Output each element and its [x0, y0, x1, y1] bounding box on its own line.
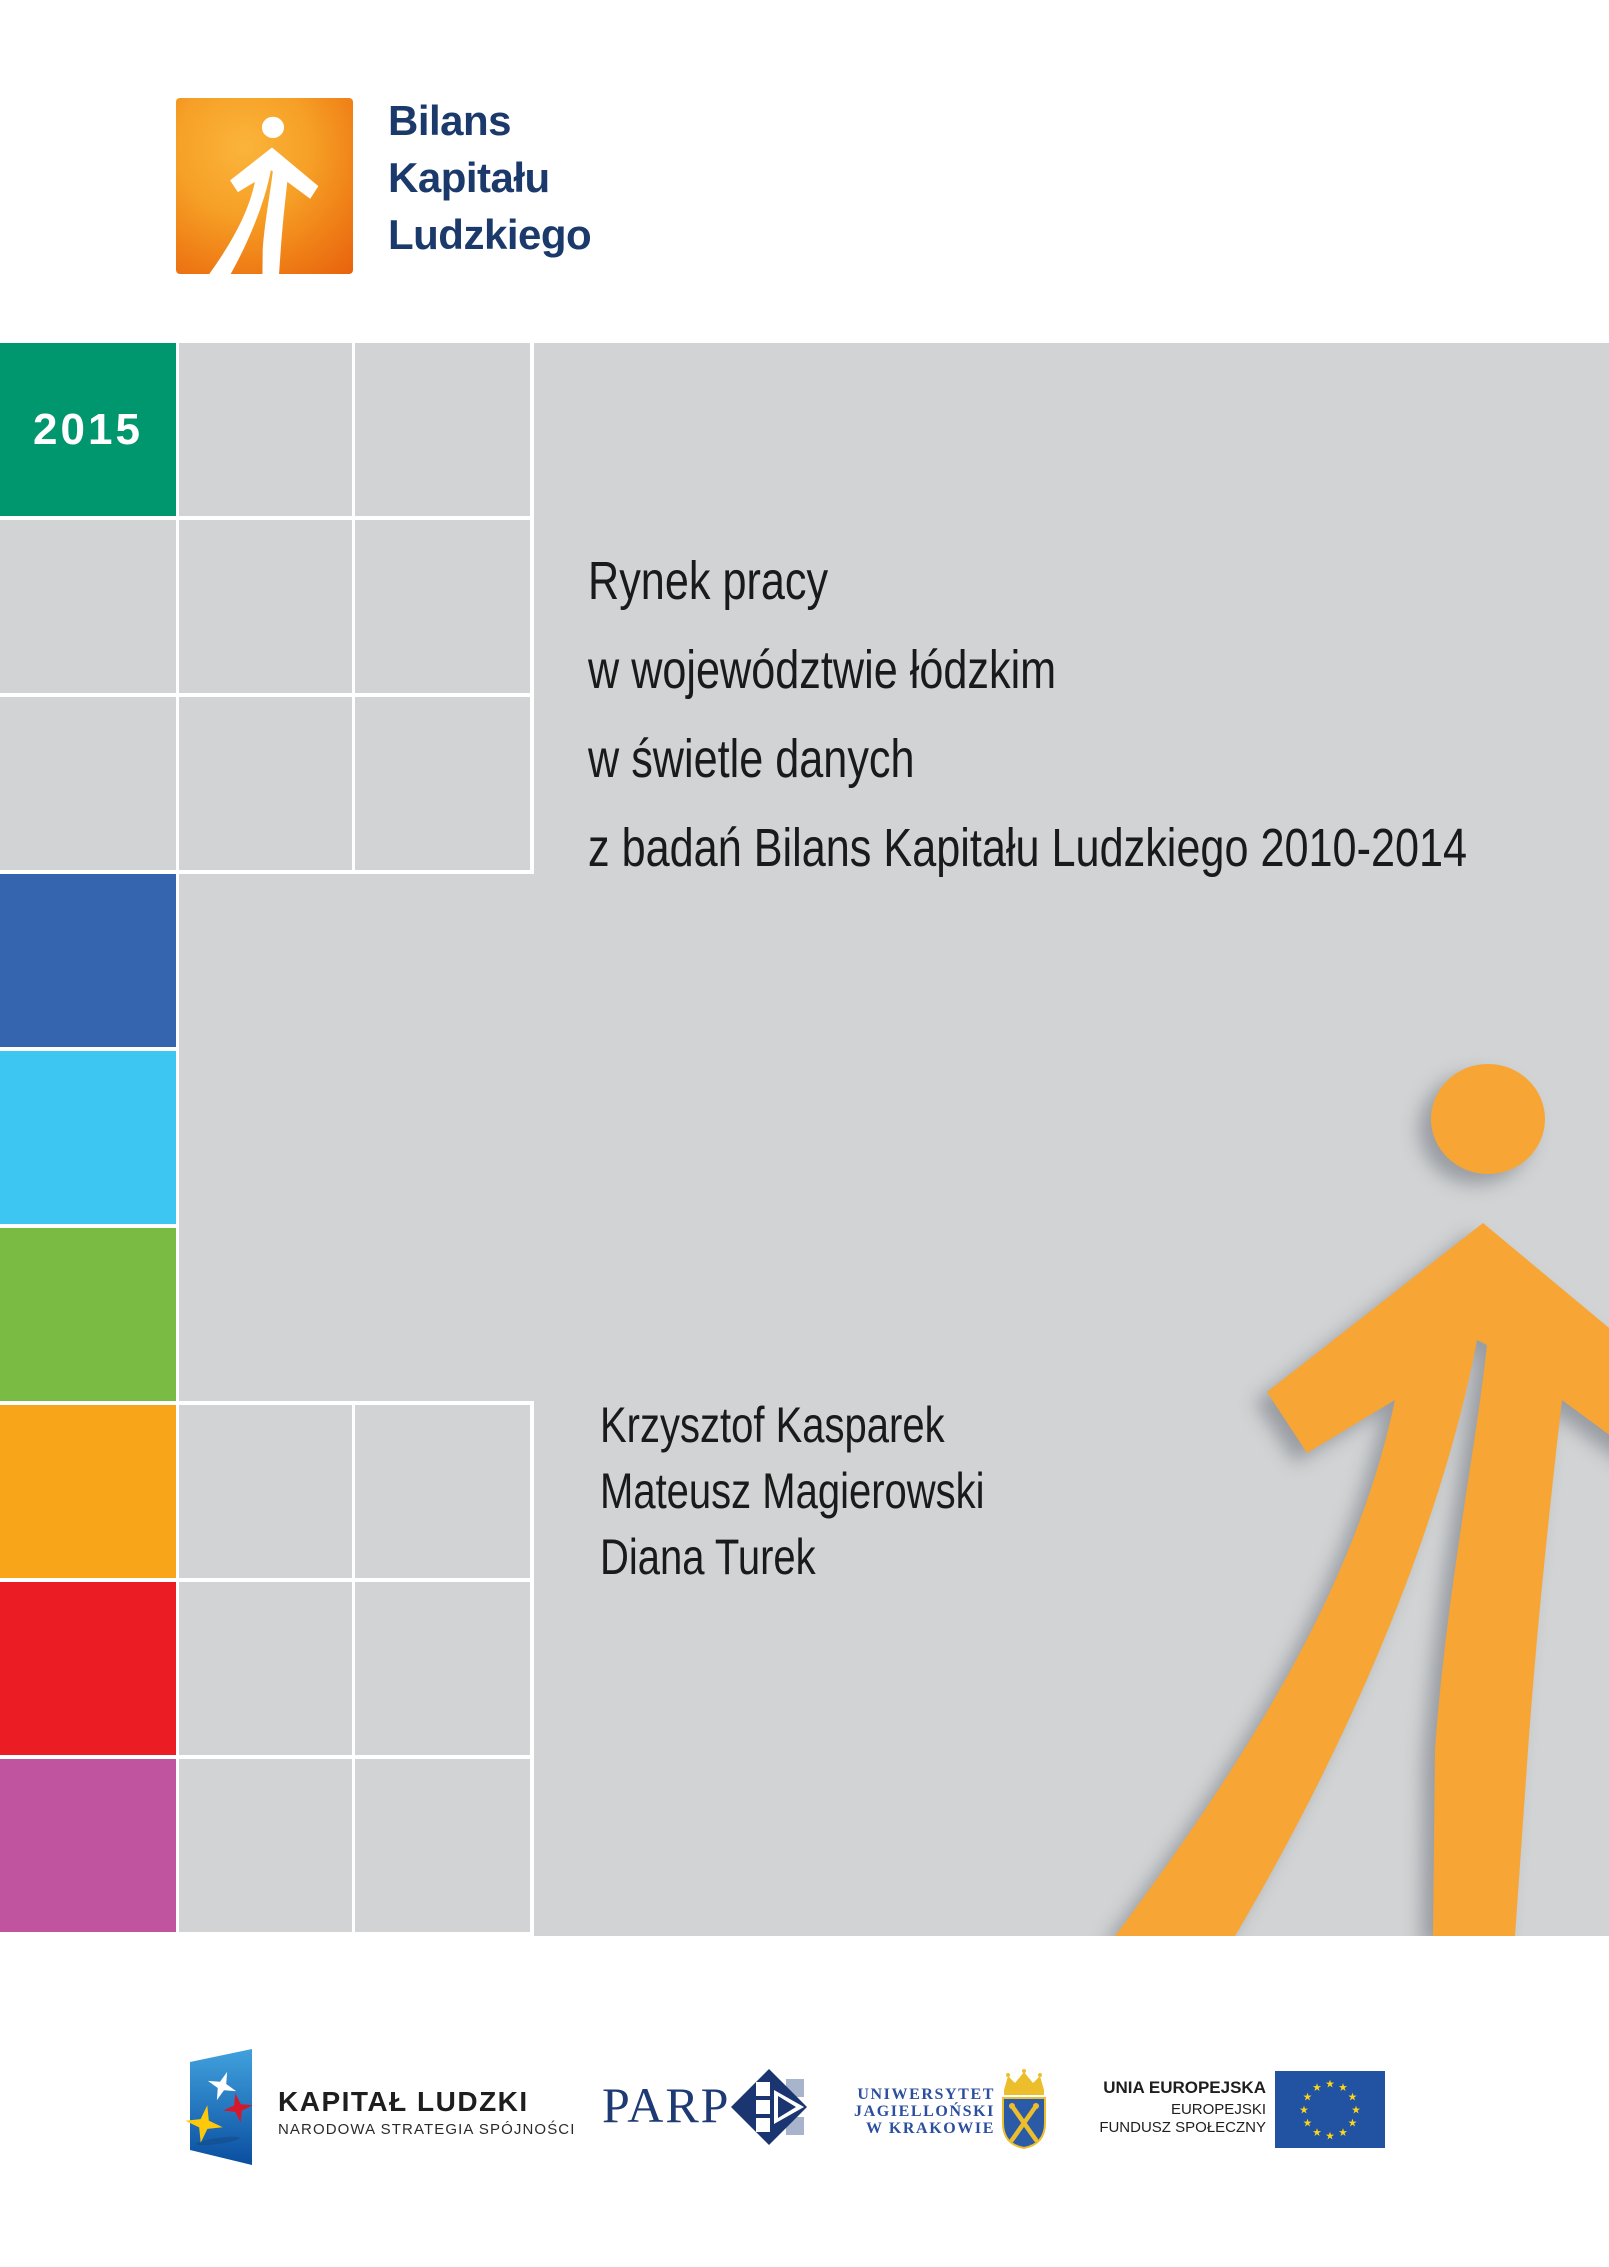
grid-cell	[179, 1405, 352, 1578]
brand-name: Bilans Kapitału Ludzkiego	[388, 92, 592, 263]
grid-cell	[355, 343, 530, 516]
grid-cell	[355, 1759, 530, 1932]
kapital-ludzki-flag-icon	[181, 2049, 256, 2165]
grid-cell	[179, 697, 352, 870]
uj-crest-icon	[1002, 2069, 1046, 2150]
eu-line: UNIA EUROPEJSKA	[1103, 2078, 1266, 2097]
bkl-logo	[176, 98, 353, 286]
title-line: w świetle danych	[588, 729, 915, 789]
grid-cell	[0, 697, 176, 870]
grid-cell-lightblue	[0, 1051, 176, 1224]
grid-cell	[355, 520, 530, 693]
kapital-ludzki-subtitle: NARODOWA STRATEGIA SPÓJNOŚCI	[278, 2121, 576, 2138]
title-line: z badań Bilans Kapitału Ludzkiego 2010-2…	[588, 818, 1468, 878]
brand-line: Bilans	[388, 97, 512, 144]
eu-line: FUNDUSZ SPOŁECZNY	[1099, 2119, 1266, 2136]
title-line: Rynek pracy	[588, 551, 829, 611]
parp-logo-text: PARP	[602, 2077, 731, 2133]
eu-line: EUROPEJSKI	[1170, 2101, 1266, 2118]
cover-authors: Krzysztof Kasparek Mateusz Magierowski D…	[600, 1392, 985, 1590]
brand-line: Kapitału	[388, 154, 550, 201]
author-name: Mateusz Magierowski	[600, 1463, 985, 1519]
uj-line: JAGIELLOŃSKI	[853, 2103, 995, 2120]
grid-cell	[179, 1582, 352, 1755]
grid-cell	[355, 697, 530, 870]
grid-cell	[179, 520, 352, 693]
title-line: w województwie łódzkim	[588, 640, 1057, 700]
person-icon	[1115, 1064, 1609, 1936]
eu-flag-icon	[1275, 2071, 1385, 2148]
brand-line: Ludzkiego	[388, 211, 592, 258]
year-label: 2015	[33, 404, 143, 454]
uj-line: UNIWERSYTET	[857, 2086, 995, 2103]
grid-cell-orange	[0, 1405, 176, 1578]
grid-cell	[355, 1405, 530, 1578]
grid-cell	[0, 520, 176, 693]
year-tab: 2015	[0, 343, 176, 516]
author-name: Krzysztof Kasparek	[600, 1397, 945, 1453]
grid-cell	[179, 343, 352, 516]
grid-cell-green	[0, 1228, 176, 1401]
bkl-logo-person-icon	[200, 116, 319, 286]
grid-cell-red	[0, 1582, 176, 1755]
grid-cell-magenta	[0, 1759, 176, 1932]
parp-diamond-icon	[731, 2069, 807, 2145]
uj-logo-text: UNIWERSYTET JAGIELLOŃSKI W KRAKOWIE	[790, 2086, 995, 2137]
eu-logo-text: UNIA EUROPEJSKA EUROPEJSKI FUNDUSZ SPOŁE…	[1035, 2078, 1266, 2137]
author-name: Diana Turek	[600, 1529, 816, 1585]
grid-cell-blue	[0, 874, 176, 1047]
grid-cell	[355, 1582, 530, 1755]
uj-line: W KRAKOWIE	[865, 2120, 995, 2137]
kapital-ludzki-title: KAPITAŁ LUDZKI	[278, 2086, 529, 2117]
grid-cell	[179, 1759, 352, 1932]
cover-person-figure	[1050, 1050, 1609, 1936]
cover-title: Rynek pracy w województwie łódzkim w świ…	[588, 537, 1467, 893]
